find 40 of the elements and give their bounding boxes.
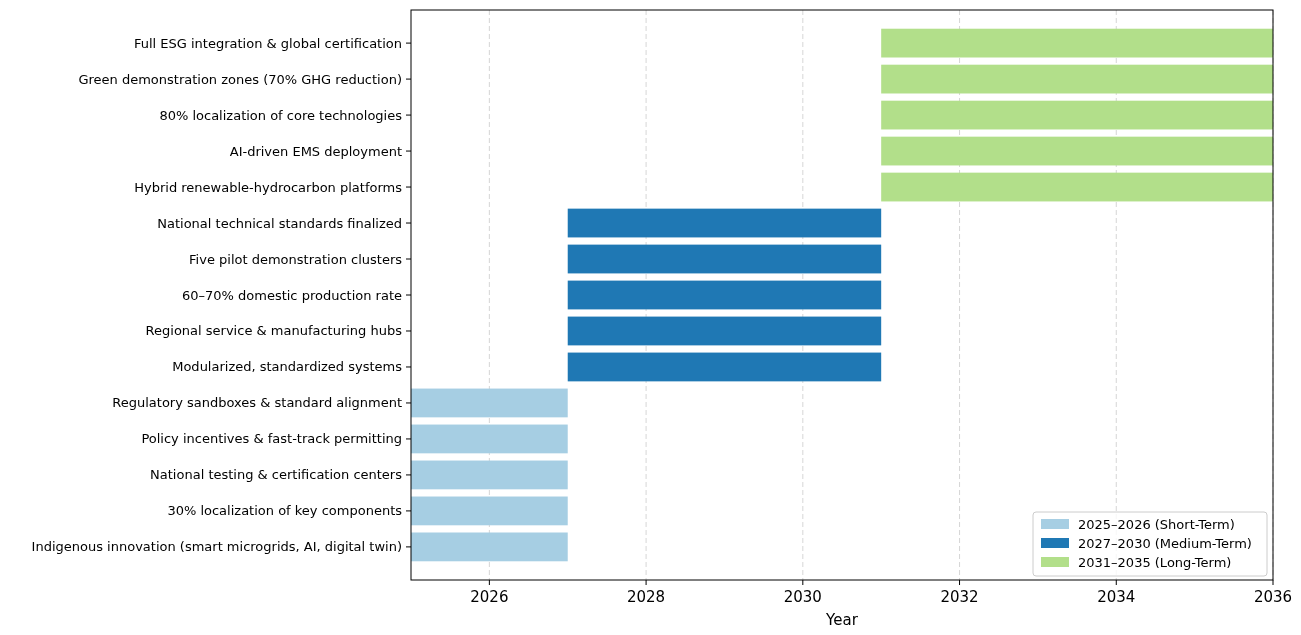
x-tick-label: 2036 — [1253, 588, 1293, 606]
legend-label: 2025–2026 (Short-Term) — [1078, 517, 1235, 532]
y-tick-label: 80% localization of core technologies — [159, 107, 403, 123]
bar — [411, 388, 568, 418]
x-tick-label: 2034 — [1097, 588, 1136, 606]
y-tick-label: Indigenous innovation (smart microgrids, AI, digital twin) — [31, 539, 402, 555]
y-tick-label: Five pilot demonstration clusters — [189, 251, 403, 267]
legend-label: 2031–2035 (Long-Term) — [1078, 555, 1232, 570]
y-tick-label: Regional service & manufacturing hubs — [145, 323, 403, 339]
y-tick-label: Modularized, standardized systems — [172, 359, 403, 375]
y-tick-label: 30% localization of key components — [167, 503, 403, 519]
y-tick-label: 60–70% domestic production rate — [181, 287, 402, 303]
x-tick-label: 2026 — [470, 588, 509, 606]
bar — [881, 136, 1273, 166]
bar — [881, 64, 1273, 94]
y-tick-label: National technical standards finalized — [157, 215, 402, 231]
y-tick-label: Green demonstration zones (70% GHG reduction) — [78, 71, 402, 87]
bar — [411, 496, 568, 526]
bar — [567, 316, 882, 346]
y-tick-label: Regulatory sandboxes & standard alignment — [112, 395, 402, 411]
legend-label: 2027–2030 (Medium-Term) — [1078, 536, 1252, 551]
y-tick-label: Hybrid renewable-hydrocarbon platforms — [134, 179, 403, 195]
x-tick-label: 2030 — [783, 588, 822, 606]
bar — [881, 172, 1273, 202]
bar — [411, 460, 568, 490]
bar — [567, 208, 882, 238]
y-tick-label: National testing & certification centers — [150, 467, 403, 483]
bar — [411, 424, 568, 454]
bar — [881, 28, 1273, 58]
bar — [411, 532, 568, 562]
x-tick-label: 2032 — [940, 588, 979, 606]
bar — [567, 280, 882, 310]
bar — [881, 100, 1273, 130]
y-tick-label: AI-driven EMS deployment — [229, 143, 402, 159]
y-tick-label: Full ESG integration & global certification — [133, 35, 402, 51]
x-axis-title: Year — [825, 611, 859, 629]
bar — [567, 244, 882, 274]
bar — [567, 352, 882, 382]
x-tick-label: 2028 — [627, 588, 666, 606]
y-tick-label: Policy incentives & fast-track permitting — [141, 431, 402, 447]
